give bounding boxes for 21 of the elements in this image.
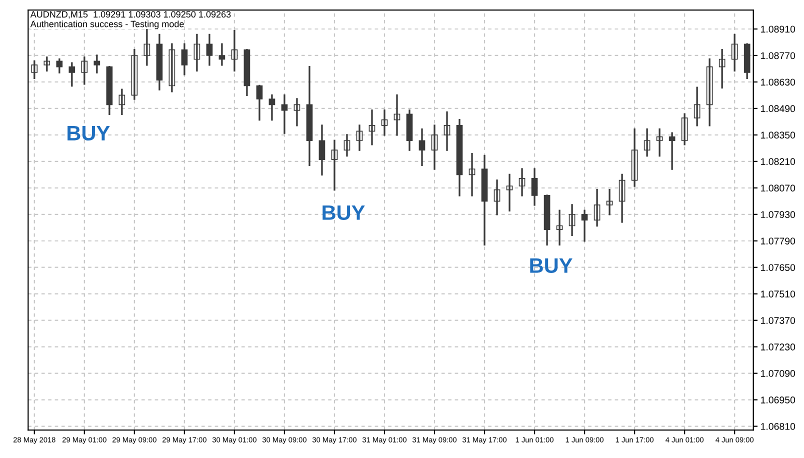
y-tick-label: 1.07930 [761, 211, 796, 218]
y-tick-label: 1.08490 [761, 105, 796, 112]
annotation: BUY [68, 126, 110, 141]
y-tick-label: 1.06810 [761, 423, 796, 430]
y-tick-label: 1.07650 [761, 264, 796, 271]
y-tick-label: 1.07790 [761, 238, 796, 244]
y-tick-label: 1.07090 [761, 370, 796, 377]
y-tick-label: 1.07510 [761, 290, 796, 298]
y-tick-label: 1.07230 [761, 344, 796, 350]
y-tick-label: 1.07370 [761, 317, 796, 324]
y-tick-label: 1.08350 [761, 132, 796, 139]
annotation: BUY [530, 258, 572, 273]
y-tick-label: 1.08630 [761, 78, 796, 86]
annotation: BUY [322, 205, 365, 220]
chart-title: AUDNZD,M15 1.09291 1.09303 1.09250 1.09263 [30, 11, 231, 19]
y-tick-label: 1.08210 [761, 158, 796, 166]
y-tick-label: 1.08070 [761, 184, 796, 192]
y-tick-label: 1.08910 [761, 26, 796, 33]
y-tick-label: 1.08770 [761, 52, 796, 60]
text: Authentication success - Testing mode [30, 20, 184, 29]
y-tick-label: 1.06950 [761, 396, 796, 404]
